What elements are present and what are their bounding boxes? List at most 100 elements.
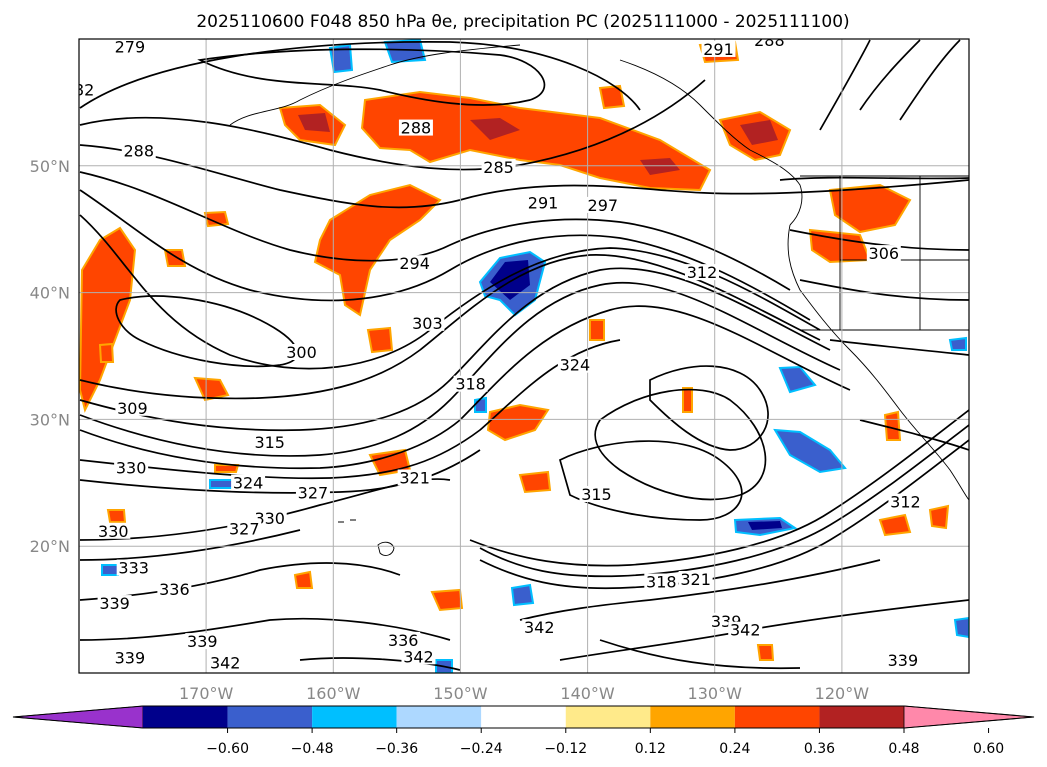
- contour-label: 342: [730, 621, 761, 640]
- contour-line: [789, 229, 969, 251]
- contour-line: [779, 176, 969, 181]
- contour-line: [115, 295, 299, 368]
- contour-line: [799, 279, 969, 301]
- contour-label-halo: [231, 474, 266, 491]
- contour-label: 291: [528, 193, 559, 212]
- contour-label: 339: [99, 594, 130, 613]
- colorbar-swatch: [396, 706, 482, 728]
- contour-label: 318: [646, 573, 677, 592]
- coastline-alaska-panhandle: [619, 59, 751, 151]
- colorbar-tick-label: 0.24: [719, 741, 750, 757]
- coastlines: [229, 44, 969, 556]
- contour-label: 330: [116, 458, 147, 477]
- contour-label-halo: [397, 469, 432, 486]
- contour-label: 285: [483, 158, 514, 177]
- contour-label-halo: [526, 194, 561, 211]
- contour-line: [558, 440, 743, 521]
- precip-area: [203, 210, 230, 228]
- contour-label-halo: [185, 633, 220, 650]
- contour-line: [649, 365, 769, 451]
- contour-label-halo: [284, 344, 319, 360]
- contour-label: 294: [399, 254, 430, 273]
- contour-label-halo: [585, 196, 620, 213]
- precip-area: [98, 342, 115, 363]
- contour-line: [79, 562, 401, 601]
- precip-area: [640, 158, 680, 175]
- lon-label: 120°W: [815, 684, 870, 703]
- contour-label: 324: [560, 356, 591, 375]
- contour-line: [197, 48, 546, 106]
- contour-label-halo: [678, 570, 713, 587]
- coastline-hawaii-small: [338, 519, 356, 523]
- coastline-hawaii: [377, 541, 395, 556]
- contour-label-halo: [401, 648, 436, 665]
- contour-label: 330: [254, 509, 285, 528]
- contour-line: [819, 39, 871, 131]
- contour-line: [479, 439, 969, 590]
- contour-label-halo: [885, 652, 920, 669]
- contour-line: [79, 339, 621, 480]
- precip-area: [101, 564, 119, 576]
- colorbar-swatch: [143, 706, 228, 728]
- lon-label: 160°W: [306, 684, 361, 703]
- longitude-labels: 170°W 160°W 150°W 140°W 130°W 120°W: [179, 684, 869, 703]
- figure-title: 2025110600 F048 850 hPa θe, precipitatio…: [196, 12, 849, 32]
- contour-label: 339: [888, 651, 919, 670]
- colorbar-swatch: [312, 706, 397, 728]
- contour-line: [829, 339, 969, 356]
- contour-label-halo: [227, 520, 262, 537]
- precip-area: [878, 513, 912, 537]
- precip-area: [298, 113, 330, 132]
- colorbar-tick-label: 0.36: [804, 741, 835, 757]
- colorbar-tick-label: −0.48: [291, 741, 334, 757]
- contour-label: 321: [680, 570, 711, 589]
- precip-area: [518, 470, 552, 494]
- contour-line: [79, 79, 706, 171]
- contour-labels: 279 288 291 288 82 288 285 291 297 294 312 306 303 30…: [79, 37, 923, 673]
- coastline-us-west: [787, 224, 969, 501]
- contour-label: 342: [210, 654, 241, 673]
- contour-line: [79, 189, 811, 321]
- precip-area: [682, 387, 693, 413]
- precip-area: [948, 336, 967, 351]
- colorbar-tick-label: −0.12: [544, 741, 587, 757]
- contour-label: 342: [403, 647, 434, 666]
- contour-label: 312: [890, 493, 921, 512]
- colorbar-swatch: [650, 706, 735, 728]
- precip-area: [366, 326, 394, 354]
- contour-label: 336: [388, 631, 419, 650]
- colorbar-extend-low: [12, 705, 144, 729]
- latitude-labels: 50°N 40°N 30°N 20°N: [30, 157, 70, 556]
- contour-label: 339: [187, 632, 218, 651]
- map-gridlines: [79, 39, 969, 673]
- contour-label-halo: [97, 595, 132, 612]
- contour-label: 333: [118, 559, 149, 578]
- colorbar-tick-label: 0.12: [635, 741, 666, 757]
- contour-line: [299, 657, 461, 671]
- contour-label: 306: [869, 244, 900, 263]
- contour-label: 279: [115, 37, 146, 56]
- contour-line: [859, 419, 969, 451]
- contour-label: 327: [298, 484, 329, 503]
- precip-area: [953, 616, 969, 639]
- contour-label: 327: [229, 519, 260, 538]
- contour-line: [859, 39, 921, 111]
- contour-label-halo: [208, 654, 243, 671]
- contour-label: 315: [254, 433, 285, 452]
- contour-label-halo: [752, 39, 787, 49]
- contour-line: [79, 281, 841, 457]
- contour-line: [594, 388, 767, 501]
- contour-line: [479, 424, 969, 578]
- contour-label: 339: [115, 649, 146, 668]
- precip-area: [430, 588, 464, 612]
- contour-label: 315: [581, 485, 612, 504]
- contour-label-halo: [481, 158, 516, 175]
- contour-label-halo: [644, 573, 679, 590]
- precip-area: [328, 43, 354, 74]
- contour-line: [79, 529, 301, 561]
- precip-area: [510, 583, 535, 607]
- colorbar-outline: [12, 705, 1035, 729]
- precip-area: [383, 39, 427, 64]
- contour-label-halo: [522, 619, 557, 636]
